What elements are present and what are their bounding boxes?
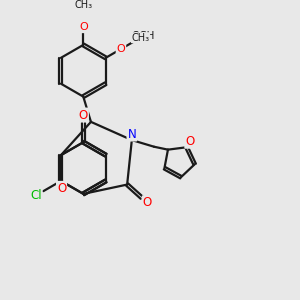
Text: CH₃: CH₃ [131, 33, 150, 43]
Text: Cl: Cl [30, 189, 42, 202]
Text: O: O [79, 109, 88, 122]
Text: O: O [185, 135, 194, 148]
Text: O: O [117, 44, 125, 54]
Text: CH₃: CH₃ [74, 0, 92, 10]
Text: O: O [79, 22, 88, 32]
Text: O: O [57, 182, 66, 195]
Text: N: N [128, 128, 136, 141]
Text: O: O [143, 196, 152, 209]
Text: OCH: OCH [131, 32, 154, 41]
